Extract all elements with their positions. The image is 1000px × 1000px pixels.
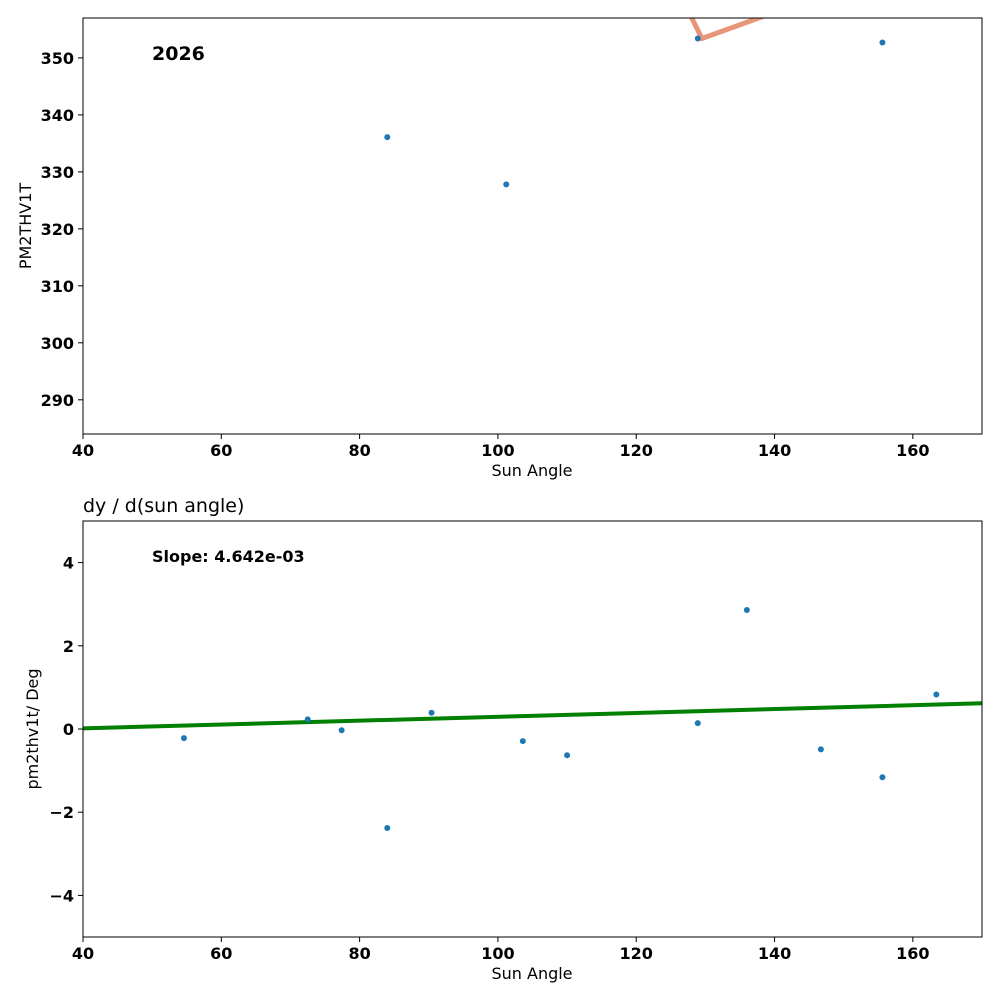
x-tick-label: 40 — [72, 441, 94, 460]
x-tick-label: 40 — [72, 944, 94, 963]
highlight-line — [689, 18, 767, 42]
x-tick-label: 140 — [758, 944, 791, 963]
data-point — [817, 746, 824, 753]
x-tick-label: 160 — [896, 944, 929, 963]
y-tick-label: 300 — [41, 334, 74, 353]
chart-bottom: 40 60 80 100 120 140 160 −4 −2 0 2 4 dy / d(sun ang… — [23, 495, 983, 983]
y-tick-label: −2 — [49, 803, 74, 822]
y-axis-label: pm2thv1t/ Deg — [23, 668, 42, 789]
plot-area — [83, 18, 982, 434]
series — [384, 18, 886, 188]
y-axis-label: PM2THV1T — [16, 183, 35, 270]
y-tick-label: 330 — [41, 163, 74, 182]
data-point — [503, 181, 510, 188]
y-tick-label: 290 — [41, 391, 74, 410]
data-point — [384, 825, 391, 832]
plot-frame — [82, 17, 983, 435]
slope-annotation: Slope: 4.642e-03 — [152, 547, 305, 566]
data-point — [338, 727, 345, 734]
year-annotation: 2026 — [152, 43, 205, 65]
x-tick-label: 80 — [348, 944, 370, 963]
y-tick-label: 350 — [41, 49, 74, 68]
x-tick-label: 100 — [481, 944, 514, 963]
data-point — [428, 709, 435, 716]
data-point — [694, 35, 701, 42]
x-axis-label: Sun Angle — [491, 461, 572, 480]
x-tick-label: 60 — [210, 441, 232, 460]
chart-top: 40 60 80 100 120 140 160290300310320330340350 … — [16, 17, 983, 480]
data-point — [933, 691, 940, 698]
x-tick-label: 120 — [620, 944, 653, 963]
x-axis-label: Sun Angle — [491, 964, 572, 983]
fit-line — [83, 701, 982, 731]
plot-area — [83, 521, 982, 937]
y-tick-label: 2 — [63, 637, 74, 656]
data-point — [879, 39, 886, 46]
x-tick-label: 100 — [481, 441, 514, 460]
y-tick-label: 340 — [41, 106, 74, 125]
ticks: 40 60 80 100 120 140 160 −4 −2 0 2 4 — [49, 554, 929, 963]
chart-title: dy / d(sun angle) — [83, 495, 244, 517]
x-tick-label: 160 — [896, 441, 929, 460]
plot-frame — [82, 520, 983, 938]
data-point — [180, 735, 187, 742]
y-tick-label: 320 — [41, 220, 74, 239]
data-point — [519, 738, 526, 745]
data-point — [384, 134, 391, 141]
data-point — [564, 752, 571, 759]
series — [83, 607, 982, 832]
y-tick-label: −4 — [49, 886, 74, 905]
data-point — [694, 720, 701, 727]
y-tick-label: 310 — [41, 277, 74, 296]
x-tick-label: 140 — [758, 441, 791, 460]
x-tick-label: 80 — [348, 441, 370, 460]
y-tick-label: 4 — [63, 554, 74, 573]
y-tick-label: 0 — [63, 720, 74, 739]
data-point — [879, 774, 886, 781]
x-tick-label: 60 — [210, 944, 232, 963]
ticks: 40 60 80 100 120 140 160 290 300 310 320 330 340 350 — [41, 49, 930, 460]
data-point — [743, 607, 750, 614]
data-point — [304, 716, 311, 723]
x-tick-label: 120 — [620, 441, 653, 460]
